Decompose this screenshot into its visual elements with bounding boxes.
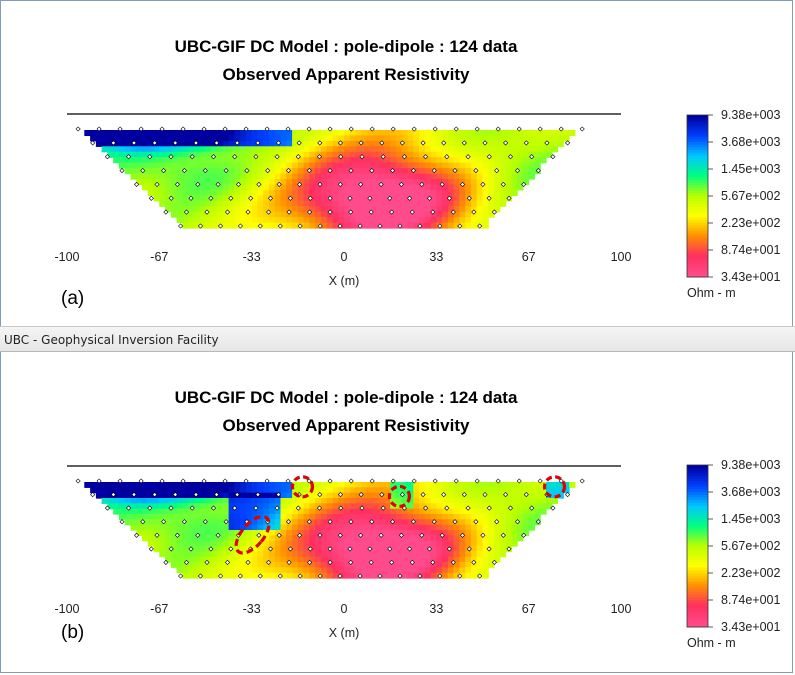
- chart-title: UBC-GIF DC Model : pole-dipole : 124 dat…: [174, 388, 518, 407]
- colorbar-label: 3.68e+003: [721, 485, 780, 499]
- colorbar: [686, 114, 713, 278]
- x-tick-label: 33: [429, 250, 443, 264]
- colorbar-label: 1.45e+003: [721, 162, 780, 176]
- pseudosection-plot: -100 -67 -33 0 33 67 100 X (m) 9.38e+003 3.68e+00…: [54, 108, 780, 300]
- pseudosection-panel-b: UBC-GIF DC Model : pole-dipole : 124 dat…: [1, 352, 794, 672]
- colorbar-label: 3.43e+001: [721, 620, 780, 634]
- colorbar-unit: Ohm - m: [687, 286, 736, 300]
- colorbar-label: 1.45e+003: [721, 512, 780, 526]
- colorbar: [686, 464, 713, 628]
- pseudosection-plot: -100 -67 -33 0 33 67 100 X (m) 9.38e+003 3.68e+00…: [54, 458, 780, 650]
- panel-label: (a): [61, 288, 85, 309]
- highlight-circle: [542, 475, 567, 499]
- colorbar-label: 2.23e+002: [721, 566, 780, 580]
- x-tick-label: -100: [54, 250, 79, 264]
- colorbar-label: 9.38e+003: [721, 108, 780, 122]
- chart-title: UBC-GIF DC Model : pole-dipole : 124 dat…: [174, 37, 518, 56]
- x-tick-label: 0: [341, 602, 348, 616]
- x-tick-label: -67: [150, 602, 168, 616]
- colorbar-unit: Ohm - m: [687, 636, 736, 650]
- colorbar-label: 2.23e+002: [721, 216, 780, 230]
- colorbar-label: 3.68e+003: [721, 135, 780, 149]
- colorbar-label: 5.67e+002: [721, 539, 780, 553]
- colorbar-label: 8.74e+001: [721, 593, 780, 607]
- pseudosection-cells: [84, 130, 576, 229]
- x-axis-label: X (m): [329, 626, 360, 640]
- pseudosection-panel-a: UBC-GIF DC Model : pole-dipole : 124 dat…: [1, 1, 794, 325]
- x-axis-label: X (m): [329, 274, 360, 288]
- x-tick-label: 33: [429, 602, 443, 616]
- chart-subtitle: Observed Apparent Resistivity: [222, 65, 470, 84]
- data-point-markers: [75, 126, 585, 229]
- window-caption-bar: UBC - Geophysical Inversion Facility: [0, 326, 795, 352]
- x-tick-label: 0: [341, 250, 348, 264]
- x-tick-label: -33: [243, 250, 261, 264]
- panel-label: (b): [61, 622, 85, 643]
- window-caption: UBC - Geophysical Inversion Facility: [4, 333, 219, 347]
- chart-subtitle: Observed Apparent Resistivity: [222, 416, 470, 435]
- x-tick-label: -100: [54, 602, 79, 616]
- x-tick-label: 67: [522, 602, 536, 616]
- x-tick-label: 100: [611, 602, 632, 616]
- x-tick-label: -33: [243, 602, 261, 616]
- x-tick-label: -67: [150, 250, 168, 264]
- x-tick-label: 67: [522, 250, 536, 264]
- highlight-circle: [290, 475, 315, 499]
- highlight-circle: [387, 484, 411, 508]
- colorbar-label: 9.38e+003: [721, 458, 780, 472]
- x-tick-label: 100: [611, 250, 632, 264]
- colorbar-label: 3.43e+001: [721, 270, 780, 284]
- colorbar-label: 8.74e+001: [721, 243, 780, 257]
- colorbar-label: 5.67e+002: [721, 189, 780, 203]
- highlight-ellipse: [234, 514, 271, 555]
- data-point-markers: [75, 478, 585, 579]
